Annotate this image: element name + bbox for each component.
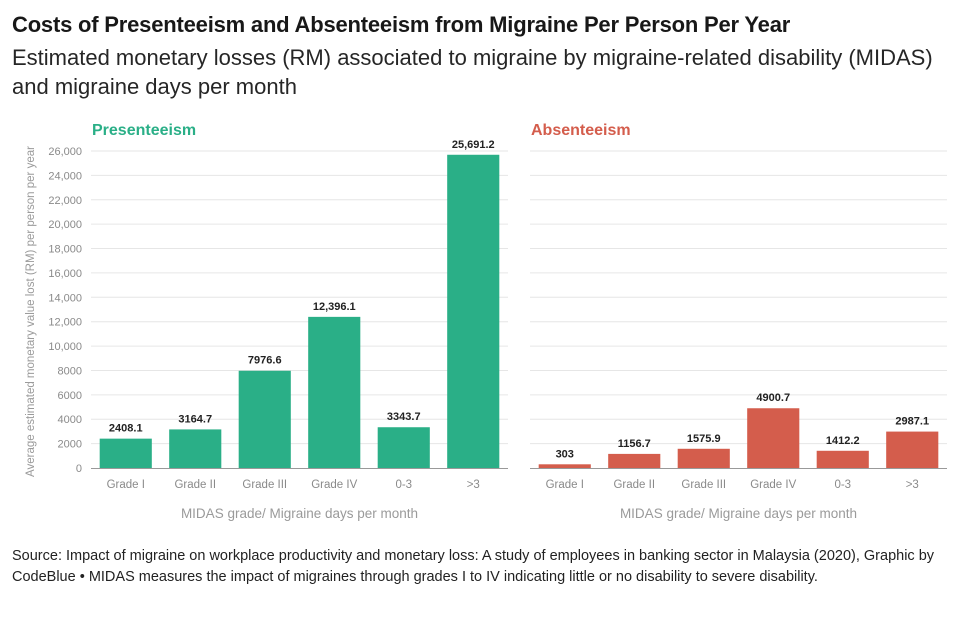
bar-chart-area: 0 2000 4000 6000 8000 10,000 12,000 14,000 16,00… bbox=[25, 122, 947, 521]
bar-data-label: 7976.6 bbox=[248, 355, 282, 367]
y-tick-label: 20,000 bbox=[48, 219, 82, 231]
x-axis-label: MIDAS grade/ Migraine days per month bbox=[620, 506, 857, 521]
x-axis-label: MIDAS grade/ Migraine days per month bbox=[181, 506, 418, 521]
panel-title: Presenteeism bbox=[92, 122, 196, 139]
y-tick-label: 22,000 bbox=[48, 195, 82, 207]
bar-data-label: 3164.7 bbox=[178, 413, 212, 425]
y-tick-label: 26,000 bbox=[48, 146, 82, 158]
y-tick-label: 6000 bbox=[58, 390, 82, 402]
x-tick-label: Grade III bbox=[681, 479, 726, 491]
y-axis-label: Average estimated monetary value lost (R… bbox=[25, 146, 37, 477]
y-tick-label: 4000 bbox=[58, 414, 82, 426]
bar bbox=[308, 316, 361, 468]
x-tick-label: Grade I bbox=[546, 479, 584, 491]
x-tick-label: Grade I bbox=[107, 479, 145, 491]
bar-data-label: 12,396.1 bbox=[313, 301, 356, 313]
bar-data-label: 2408.1 bbox=[109, 423, 143, 435]
chart-title: Costs of Presenteeism and Absenteeism fr… bbox=[12, 12, 791, 37]
y-tick-label: 14,000 bbox=[48, 292, 82, 304]
y-tick-label: 12,000 bbox=[48, 317, 82, 329]
source-note: Source: Impact of migraine on workplace … bbox=[12, 548, 935, 585]
x-tick-label: 0-3 bbox=[834, 479, 851, 491]
y-tick-label: 10,000 bbox=[48, 341, 82, 353]
bar-data-label: 1575.9 bbox=[687, 433, 721, 445]
x-tick-label: Grade IV bbox=[311, 479, 357, 491]
bar bbox=[608, 453, 661, 468]
bar bbox=[169, 429, 222, 468]
y-tick-label: 8000 bbox=[58, 365, 82, 377]
x-tick-label: Grade IV bbox=[750, 479, 796, 491]
bar-data-label: 1412.2 bbox=[826, 435, 860, 447]
bar bbox=[816, 450, 869, 468]
bar-data-label: 4900.7 bbox=[756, 392, 790, 404]
x-tick-label: Grade III bbox=[242, 479, 287, 491]
bar-data-label: 303 bbox=[556, 448, 574, 460]
x-tick-label: 0-3 bbox=[395, 479, 412, 491]
bar bbox=[677, 448, 730, 468]
bar-data-label: 25,691.2 bbox=[452, 139, 495, 151]
x-tick-label: >3 bbox=[467, 479, 480, 491]
y-tick-label: 24,000 bbox=[48, 170, 82, 182]
bar bbox=[747, 408, 800, 468]
bar-data-label: 1156.7 bbox=[618, 438, 651, 450]
bar-data-label: 3343.7 bbox=[387, 411, 421, 423]
bar bbox=[447, 154, 500, 468]
x-tick-label: Grade II bbox=[174, 479, 216, 491]
bar bbox=[538, 464, 591, 468]
y-tick-label: 0 bbox=[76, 463, 82, 475]
x-tick-label: >3 bbox=[906, 479, 919, 491]
y-tick-label: 18,000 bbox=[48, 244, 82, 256]
bar bbox=[99, 438, 152, 468]
y-tick-label: 16,000 bbox=[48, 268, 82, 280]
bar-data-label: 2987.1 bbox=[895, 416, 929, 428]
y-tick-label: 2000 bbox=[58, 439, 82, 451]
bar bbox=[238, 370, 291, 468]
bar bbox=[886, 431, 939, 468]
bar bbox=[377, 427, 430, 468]
x-tick-label: Grade II bbox=[613, 479, 655, 491]
panel-title: Absenteeism bbox=[531, 122, 631, 139]
chart-subtitle: Estimated monetary losses (RM) associate… bbox=[12, 45, 933, 99]
